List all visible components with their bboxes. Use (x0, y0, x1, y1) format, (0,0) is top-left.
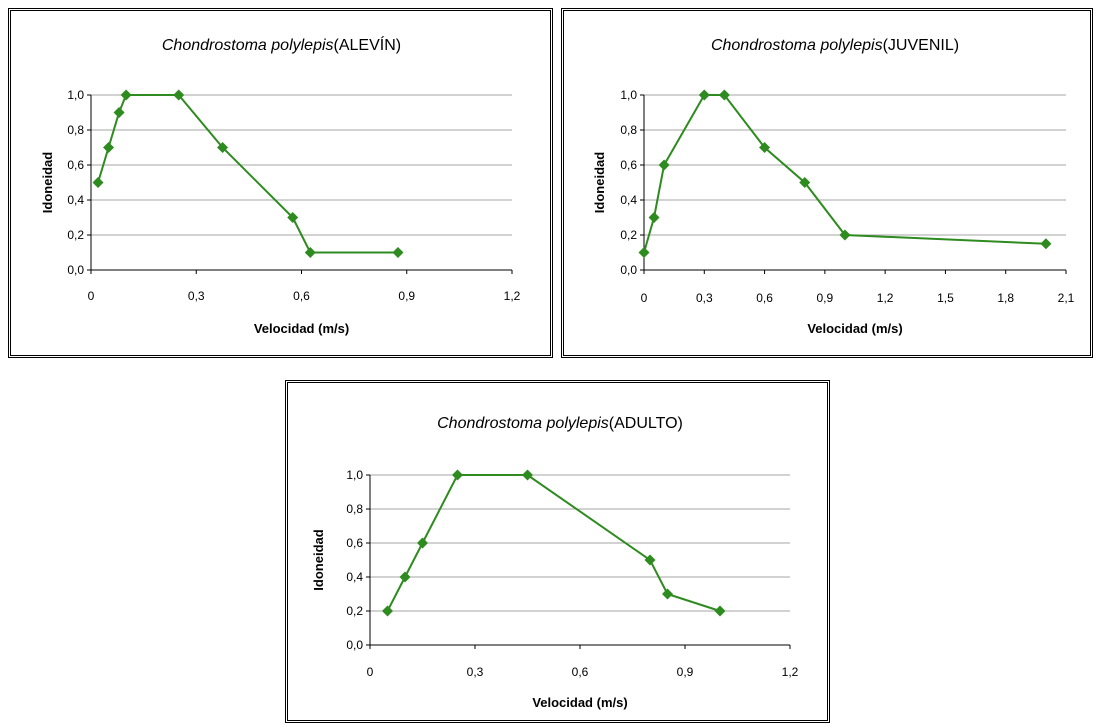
data-point (173, 89, 185, 101)
chart-title-stage: (ALEVÍN) (334, 35, 402, 54)
y-tick-label: 0,0 (67, 263, 84, 277)
data-point (638, 247, 650, 258)
chart-panel-adulto: Chondrostoma polylepis(ADULTO) 0,0 0,2 0,4 0… (285, 380, 830, 723)
x-tick-label: 1,5 (937, 291, 954, 305)
x-axis-label: Velocidad (m/s) (532, 695, 627, 710)
y-tick-label: 1,0 (67, 88, 84, 102)
x-tick-label: 1,2 (782, 665, 799, 679)
chart-title-adulto: Chondrostoma polylepis(ADULTO) (437, 415, 683, 432)
data-point (287, 212, 299, 223)
chart-panel-juvenil: Chondrostoma polylepis(JUVENIL) 0,0 0,2 0,4… (561, 8, 1093, 358)
y-tick-label: 0,2 (67, 228, 84, 242)
series-line (643, 94, 1046, 253)
y-tick-label: 1,0 (346, 468, 363, 482)
data-point (839, 229, 851, 241)
data-point (120, 89, 132, 101)
chart-panel-alevin: Chondrostoma polylepis(ALEVÍN) 0,0 0,2 0,4 0… (8, 8, 553, 358)
data-point (1040, 238, 1052, 250)
data-point (392, 247, 404, 258)
series-line (97, 94, 398, 254)
y-tick-label: 0,2 (346, 604, 363, 618)
chart-title-stage: (ADULTO) (609, 415, 683, 432)
y-tick-label: 0,6 (346, 536, 363, 550)
y-axis-label: Idoneidad (311, 529, 326, 590)
y-axis-label: Idoneidad (40, 152, 55, 213)
x-tick-label: 2,1 (1058, 291, 1075, 305)
data-point (452, 469, 463, 481)
y-tick-label: 0,4 (346, 570, 363, 584)
data-point (799, 177, 811, 188)
x-tick-label: 1,2 (877, 291, 894, 305)
chart-alevin: Chondrostoma polylepis(ALEVÍN) 0,0 0,2 0,4 0… (40, 35, 521, 336)
y-tick-label: 0,8 (67, 123, 84, 137)
x-tick-label: 0,3 (467, 665, 484, 679)
x-axis-label: Velocidad (m/s) (254, 321, 349, 336)
data-point (217, 142, 229, 153)
y-axis-label: Idoneidad (592, 152, 607, 213)
y-tick-label: 0,2 (620, 228, 637, 242)
x-tick-label: 0 (88, 289, 95, 303)
data-point (399, 571, 411, 583)
chart-title-alevin: Chondrostoma polylepis(ALEVÍN) (162, 35, 401, 54)
data-point (92, 177, 104, 188)
series-line (386, 474, 721, 612)
x-tick-label: 0,6 (756, 291, 773, 305)
x-tick-label: 0 (367, 665, 374, 679)
x-tick-label: 0,6 (572, 665, 589, 679)
x-tick-label: 0,9 (398, 289, 415, 303)
data-point (644, 554, 656, 566)
chart-title-stage: (JUVENIL) (883, 37, 959, 54)
y-tick-label: 0,8 (346, 502, 363, 516)
y-tick-label: 0,8 (620, 123, 637, 137)
data-point (759, 142, 771, 153)
x-tick-label: 0,3 (696, 291, 713, 305)
chart-title-species: Chondrostoma polylepis (437, 415, 609, 432)
chart-juvenil: Chondrostoma polylepis(JUVENIL) 0,0 0,2 0,4… (592, 37, 1075, 336)
chart-adulto: Chondrostoma polylepis(ADULTO) 0,0 0,2 0,4 0… (311, 415, 799, 710)
data-point (103, 142, 115, 153)
chart-title-species: Chondrostoma polylepis (162, 37, 334, 54)
chart-title-species: Chondrostoma polylepis (711, 37, 883, 54)
data-point (648, 212, 660, 223)
data-point (113, 107, 125, 118)
data-point (714, 605, 726, 617)
y-tick-label: 0,4 (67, 193, 84, 207)
data-point (718, 89, 730, 101)
y-tick-label: 0,0 (346, 638, 363, 652)
y-tick-label: 0,6 (620, 158, 637, 172)
data-point (658, 159, 670, 171)
x-tick-label: 0,3 (188, 289, 205, 303)
x-axis-label: Velocidad (m/s) (807, 321, 902, 336)
x-tick-label: 1,8 (997, 291, 1014, 305)
data-point (522, 469, 533, 481)
x-tick-label: 0,9 (817, 291, 834, 305)
x-tick-label: 0,9 (677, 665, 694, 679)
y-tick-label: 1,0 (620, 88, 637, 102)
chart-title-juvenil: Chondrostoma polylepis(JUVENIL) (711, 37, 959, 54)
x-tick-label: 0 (641, 291, 648, 305)
x-tick-label: 1,2 (504, 289, 521, 303)
data-point (698, 89, 710, 101)
y-tick-label: 0,0 (620, 263, 637, 277)
y-tick-label: 0,6 (67, 158, 84, 172)
data-point (417, 537, 428, 549)
data-point (662, 588, 673, 600)
data-point (304, 247, 316, 258)
x-tick-label: 0,6 (293, 289, 310, 303)
data-point (382, 605, 393, 617)
y-tick-label: 0,4 (620, 193, 637, 207)
